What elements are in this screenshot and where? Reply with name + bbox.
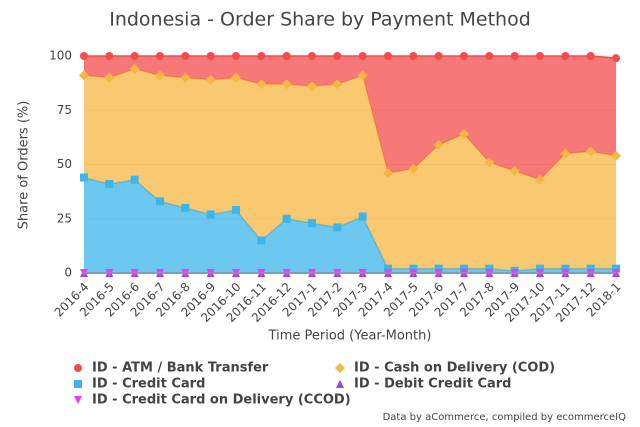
point [156,52,164,60]
point [560,148,571,159]
point [485,52,494,60]
point [333,52,342,60]
area-line [84,55,617,59]
point [484,157,495,168]
point [130,175,139,184]
point [409,264,418,273]
point [383,168,393,179]
area [84,69,616,271]
point [434,264,443,273]
legend-label: ID - Credit Card on Delivery (CCOD) [92,393,351,408]
point [281,79,292,90]
point [612,54,620,63]
legend-marker [74,364,82,372]
y-tick-label: 75 [57,103,72,117]
point [409,52,418,60]
point [509,166,520,177]
point [206,52,215,60]
point [384,52,392,60]
point [180,72,191,83]
legend-marker [335,363,345,373]
point [205,74,216,85]
point [333,223,342,232]
point [80,52,88,60]
point [536,264,544,273]
area-line [83,176,616,272]
point [460,264,468,273]
point [105,180,114,189]
point [257,52,266,60]
y-tick-label: 25 [57,211,72,225]
point [308,52,316,60]
point [358,212,367,221]
legend-label: ID - ATM / Bank Transfer [92,361,269,376]
point [155,70,165,81]
point [408,163,419,174]
legend-marker [74,396,82,404]
x-axis-title: Time Period (Year-Month) [268,329,432,344]
y-tick-label: 50 [57,157,72,171]
legend-label: ID - Debit Credit Card [354,377,512,392]
legend-marker [336,380,344,388]
point [586,264,595,273]
point [612,264,620,273]
point [79,70,89,81]
point [231,72,241,83]
point [433,139,444,150]
point [434,52,443,60]
point [459,129,469,140]
y-tick-label: 0 [64,266,72,280]
point [358,52,367,60]
y-axis-title: Share of Orders (%) [17,101,32,230]
point [561,52,570,60]
point [181,203,190,212]
point [232,52,240,60]
point [332,79,343,90]
point [256,79,267,90]
point [510,52,519,60]
point [80,173,88,182]
point [535,174,545,185]
chart-title: Indonesia - Order Share by Payment Metho… [109,9,531,31]
point [460,52,468,60]
legend-label: ID - Credit Card [92,377,205,392]
point [129,64,140,75]
point [536,52,544,60]
point [104,72,115,83]
legend-label: ID - Cash on Delivery (COD) [354,361,555,376]
area [84,56,616,180]
y-tick-label: 100 [49,49,72,63]
point [485,264,494,273]
point [282,52,291,60]
point [257,236,266,245]
point [586,52,595,60]
point [156,197,164,206]
point [181,52,190,60]
point [357,70,368,81]
point [206,210,215,219]
point [307,81,317,92]
point [130,52,139,60]
point [232,206,240,215]
source-note: Data by aCommerce, compiled by ecommerce… [383,412,627,423]
point [282,214,291,223]
point [585,146,596,157]
point [611,150,621,161]
legend-marker [74,380,82,388]
point [105,52,114,60]
point [561,264,570,273]
area [84,177,616,273]
point [308,219,316,228]
point [384,264,392,273]
